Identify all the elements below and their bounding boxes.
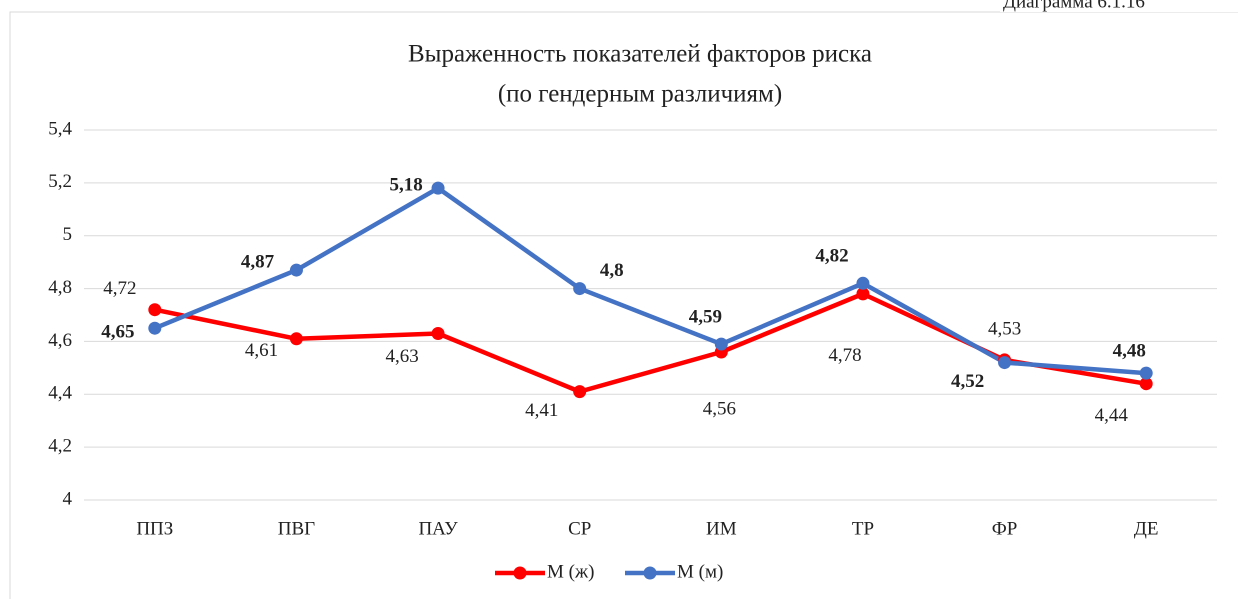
y-tick-label: 4,6 (48, 330, 72, 351)
data-label: 4,72 (103, 278, 136, 299)
x-tick-label: ФР (992, 518, 1018, 539)
point (573, 282, 587, 296)
point (289, 263, 303, 277)
data-label: 4,78 (828, 345, 861, 366)
data-label: 4,56 (703, 398, 736, 419)
y-tick-label: 4 (63, 488, 73, 509)
x-tick-label: СР (568, 518, 591, 539)
y-tick-label: 5,2 (48, 171, 72, 192)
data-label: 4,8 (600, 260, 624, 281)
point (289, 332, 303, 346)
data-label: 4,52 (951, 371, 984, 392)
legend-label: М (ж) (547, 561, 594, 582)
x-tick-label: ПАУ (418, 518, 458, 539)
y-tick-label: 4,4 (48, 383, 72, 404)
legend-marker (513, 566, 527, 580)
point (431, 327, 445, 340)
data-label: 4,65 (101, 322, 134, 343)
data-label: 4,44 (1095, 405, 1129, 426)
point (431, 181, 445, 195)
caption-bg (1000, 0, 1238, 12)
legend-marker (643, 566, 657, 580)
chart-subtitle: (по гендерным различиям) (498, 81, 782, 108)
data-label: 4,87 (241, 251, 275, 272)
point (1139, 366, 1153, 380)
x-tick-label: ППЗ (136, 518, 173, 539)
point (856, 287, 870, 301)
point (856, 276, 870, 290)
x-tick-label: ПВГ (278, 518, 315, 539)
data-label: 4,63 (385, 346, 418, 367)
point (148, 321, 162, 335)
data-label: 4,82 (815, 246, 848, 267)
y-tick-label: 5,4 (48, 118, 72, 139)
data-label: 4,61 (245, 340, 278, 361)
point (148, 303, 162, 317)
x-tick-label: ДЕ (1134, 518, 1159, 539)
point (1139, 377, 1153, 391)
y-tick-label: 5 (63, 224, 73, 245)
point (573, 385, 587, 399)
data-label: 4,41 (525, 400, 558, 421)
data-label: 4,53 (988, 318, 1021, 339)
y-tick-label: 4,8 (48, 277, 72, 298)
legend-label: М (м) (677, 561, 723, 582)
chart-title: Выраженность показателей факторов риска (408, 41, 872, 68)
data-label: 4,48 (1113, 341, 1146, 362)
x-tick-label: ТР (852, 518, 874, 539)
point (998, 356, 1012, 370)
x-tick-label: ИМ (706, 518, 737, 539)
y-tick-label: 4,2 (48, 436, 72, 457)
data-label: 4,59 (689, 306, 722, 327)
data-label: 5,18 (389, 175, 422, 196)
point (714, 337, 728, 351)
caption: Диаграмма 6.1.16 (1003, 0, 1145, 12)
series-line (153, 185, 1147, 376)
